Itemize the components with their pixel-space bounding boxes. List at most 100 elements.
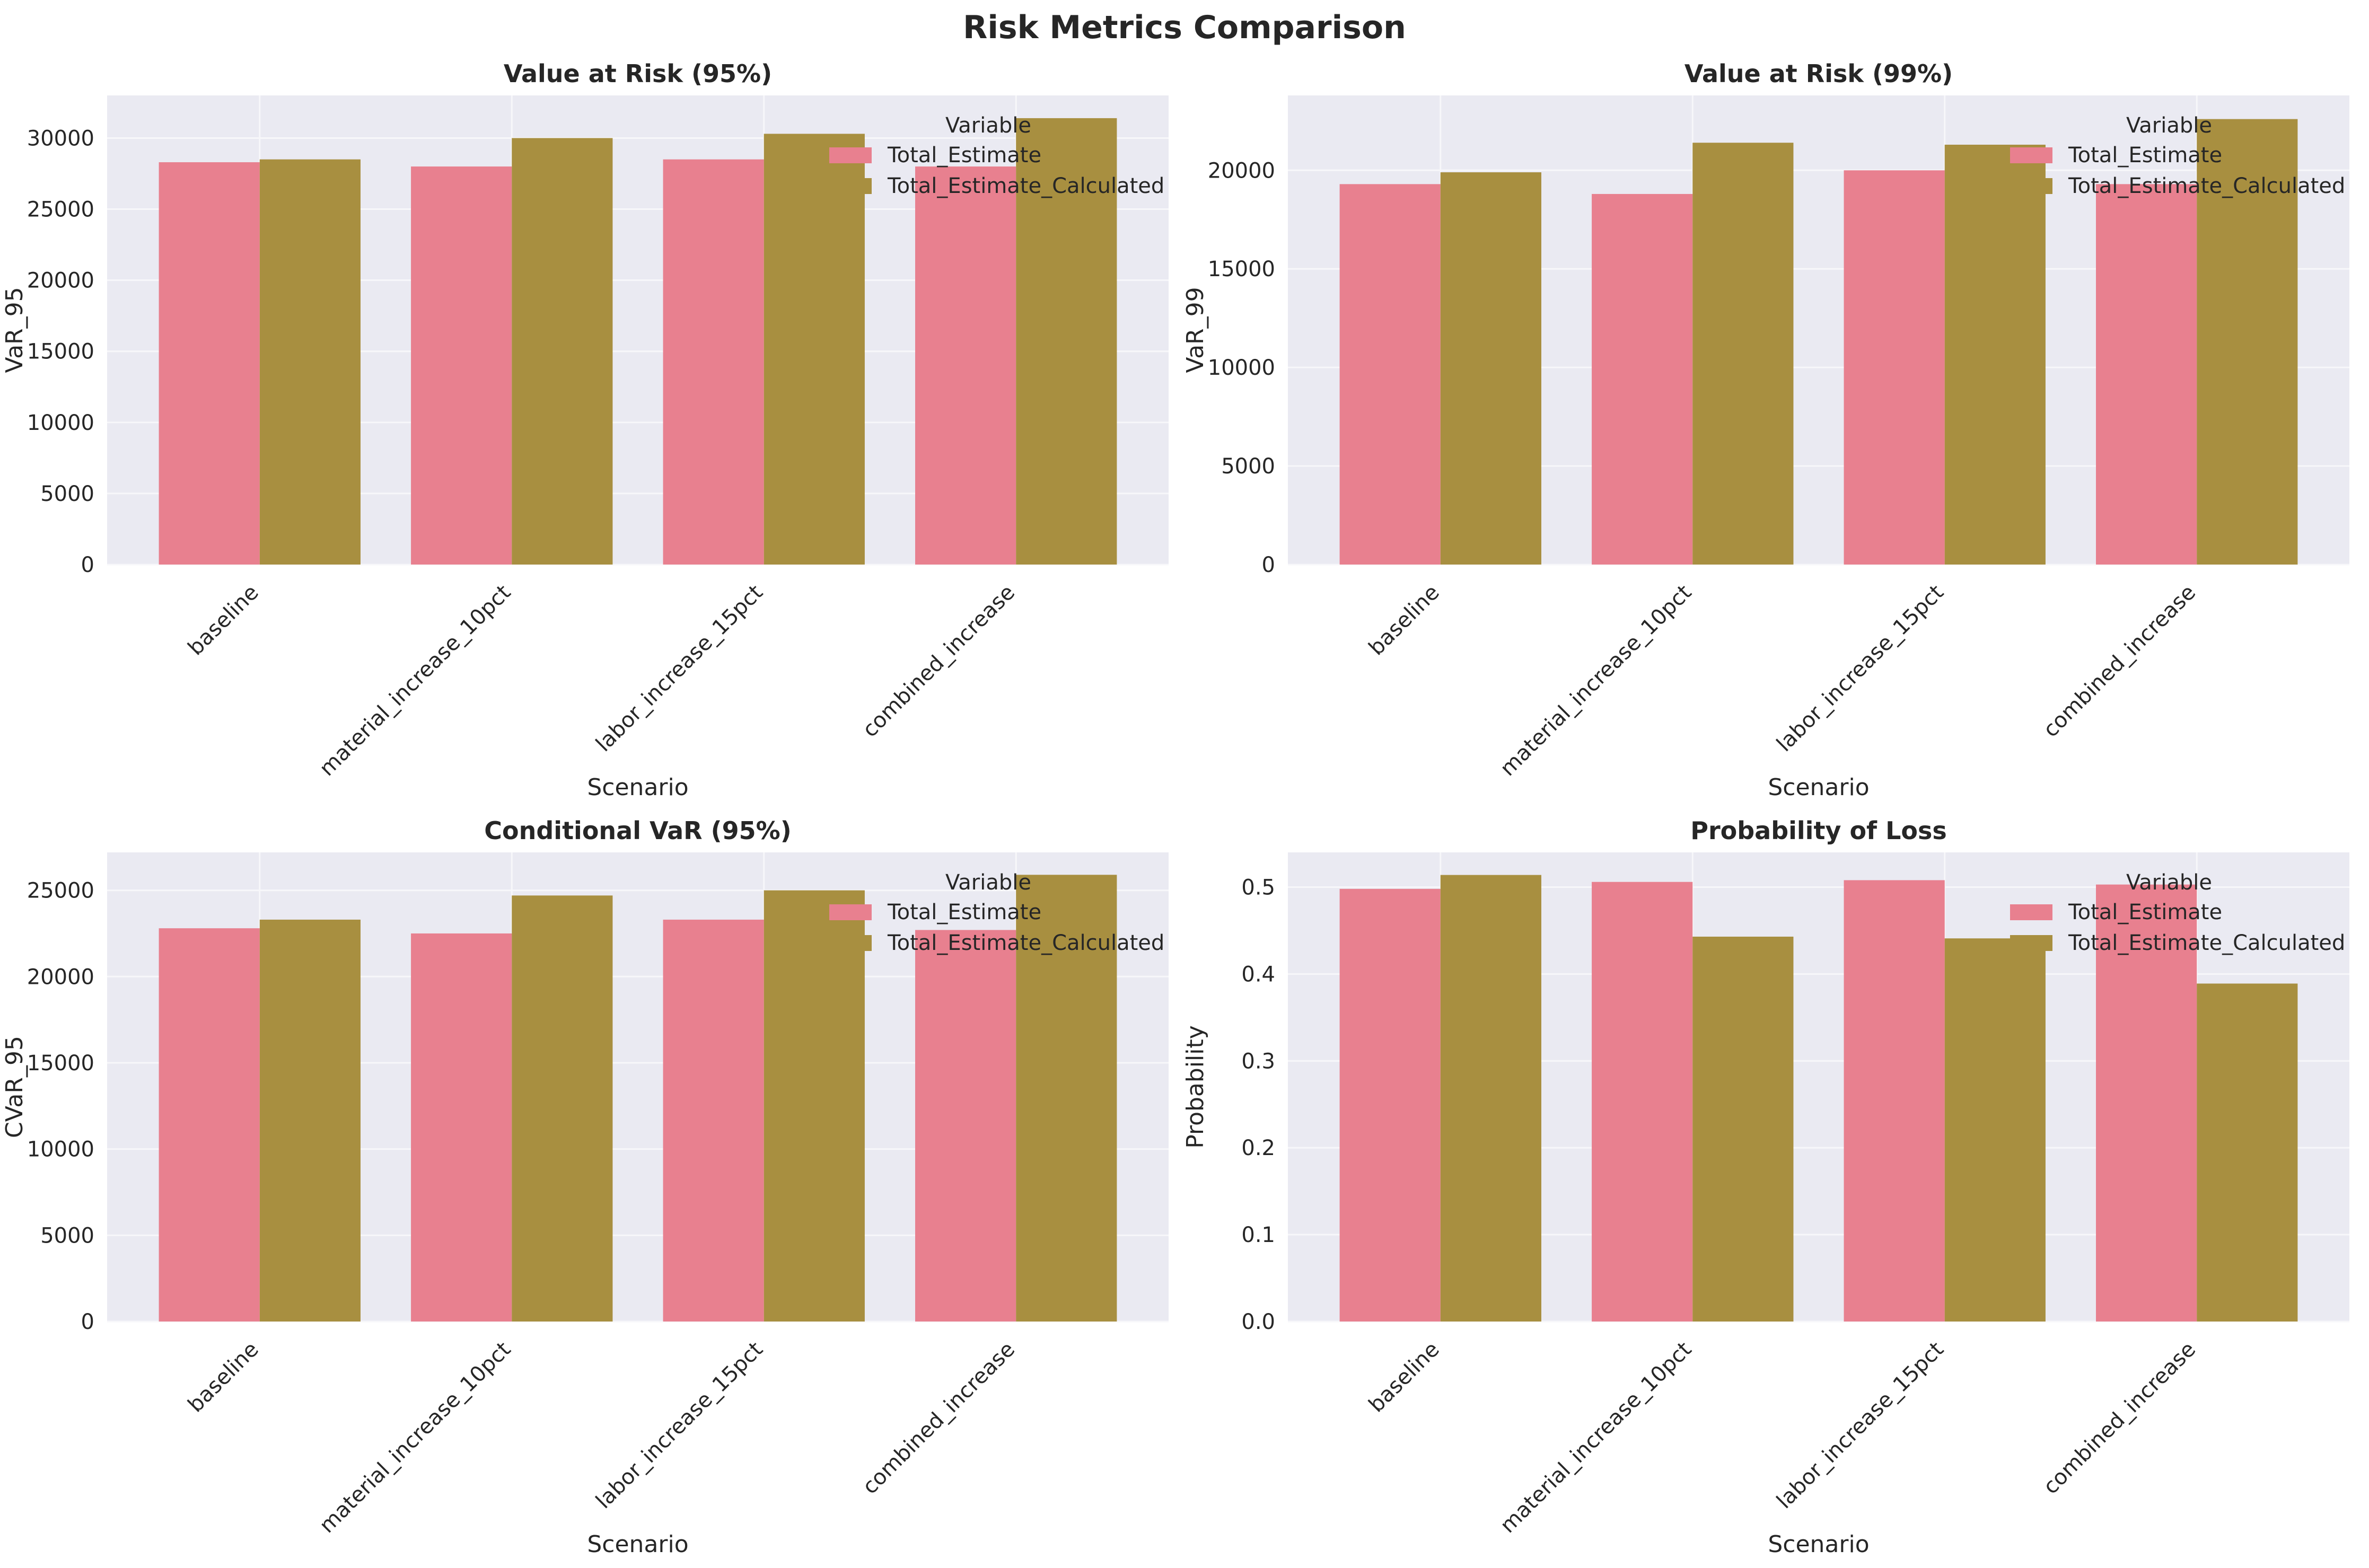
legend: Variable Total_Estimate Total_Estimate_Cal… [829,870,1164,955]
x-axis-label: Scenario [1768,1531,1869,1558]
xtick-label: baseline [1364,1337,1444,1417]
subplot-title: Conditional VaR (95%) [484,816,791,845]
bar-total-estimate-calculated [764,134,865,565]
bar-total-estimate-calculated [2197,119,2298,565]
xtick-label: baseline [1364,580,1444,660]
ytick-label: 15000 [1208,257,1275,281]
xtick-label: material_increase_10pct [315,580,516,781]
ytick-label: 5000 [40,1223,94,1248]
ytick-label: 10000 [1208,356,1275,380]
bar-total-estimate-calculated [1692,936,1794,1322]
y-axis-label: VaR_95 [1,287,28,373]
bar-total-estimate-calculated [512,138,613,565]
bar-total-estimate [663,159,764,565]
x-axis-label: Scenario [1768,774,1869,801]
bar-total-estimate-calculated [512,895,613,1322]
bar-total-estimate-calculated [1944,938,2046,1322]
bar-total-estimate-calculated [1692,143,1794,565]
y-axis-label: CVaR_95 [1,1036,28,1138]
bar-total-estimate [411,933,512,1322]
y-axis-label: VaR_99 [1182,287,1209,373]
bar-total-estimate [1844,880,1945,1322]
ytick-label: 0.1 [1241,1223,1275,1247]
ytick-label: 20000 [27,269,94,293]
subplot-title: Probability of Loss [1690,816,1947,845]
xtick-label: combined_increase [858,580,1020,742]
ytick-label: 0 [81,1310,94,1334]
ytick-label: 0.3 [1241,1049,1275,1073]
bar-total-estimate-calculated [1440,172,1541,565]
bar-total-estimate [1844,170,1945,565]
ytick-label: 20000 [1208,158,1275,183]
xtick-label: combined_increase [2039,1337,2200,1499]
xtick-label: baseline [183,1337,264,1417]
legend-label: Total_Estimate_Calculated [887,174,1164,198]
ytick-label: 25000 [27,198,94,222]
xtick-label: material_increase_10pct [1496,1337,1697,1538]
legend-swatch [829,178,872,194]
ytick-label: 5000 [40,482,94,506]
legend-label: Total_Estimate_Calculated [2068,931,2345,955]
subplot-2: 0 5000 10000 15000 20000 baseline material_inc… [1182,59,2349,801]
xtick-label: combined_increase [858,1337,1020,1499]
bar-total-estimate-calculated [764,890,865,1322]
ytick-label: 25000 [27,879,94,903]
ytick-label: 5000 [1221,454,1275,479]
bar-total-estimate [2096,884,2197,1322]
ytick-label: 0 [81,553,94,577]
legend-swatch [829,147,872,163]
bar-total-estimate [411,166,512,565]
legend-title: Variable [945,870,1031,895]
bar-total-estimate-calculated [259,919,361,1322]
legend-swatch [829,935,872,951]
xtick-label: material_increase_10pct [1496,580,1697,781]
legend-label: Total_Estimate [887,900,1041,924]
ytick-label: 10000 [27,1138,94,1162]
legend-swatch [829,904,872,920]
bar-total-estimate-calculated [1944,144,2046,565]
bar-total-estimate-calculated [259,159,361,565]
subplot-4: 0.0 0.1 0.2 0.3 0.4 0.5 baseline material_incre… [1182,816,2349,1558]
subplot-1: 0 5000 10000 15000 20000 25000 30000 baseline ma… [1,59,1169,801]
legend: Variable Total_Estimate Total_Estimate_Cal… [829,113,1164,198]
legend-label: Total_Estimate_Calculated [887,931,1164,955]
xtick-label: material_increase_10pct [315,1337,516,1538]
ytick-label: 0.5 [1241,876,1275,900]
x-axis-label: Scenario [587,1531,688,1558]
bar-total-estimate [915,930,1016,1322]
legend-swatch [2010,178,2052,194]
legend-label: Total_Estimate [2068,900,2222,924]
ytick-label: 10000 [27,411,94,435]
figure-title: Risk Metrics Comparison [963,9,1406,46]
xtick-label: baseline [183,580,264,660]
bar-total-estimate [663,919,764,1322]
ytick-label: 20000 [27,965,94,989]
legend-swatch [2010,904,2052,920]
xtick-label: labor_increase_15pct [591,1337,768,1514]
ytick-label: 0.2 [1241,1136,1275,1160]
bar-total-estimate [2096,184,2197,565]
ytick-label: 15000 [27,1051,94,1076]
bar-total-estimate [159,928,260,1322]
legend: Variable Total_Estimate Total_Estimate_Cal… [2010,870,2345,955]
subplot-3: 0 5000 10000 15000 20000 25000 baseline materia… [1,816,1169,1558]
bar-total-estimate [1592,193,1693,565]
legend-title: Variable [2126,113,2212,138]
bar-total-estimate [1339,184,1441,565]
ytick-label: 30000 [27,126,94,151]
bar-total-estimate [915,166,1016,565]
ytick-label: 0.4 [1241,962,1275,986]
bar-total-estimate-calculated [2197,983,2298,1322]
legend-label: Total_Estimate_Calculated [2068,174,2345,198]
ytick-label: 15000 [27,340,94,364]
legend-swatch [2010,147,2052,163]
xtick-label: combined_increase [2039,580,2200,742]
legend-title: Variable [945,113,1031,138]
legend-label: Total_Estimate [887,143,1041,168]
x-axis-label: Scenario [587,774,688,801]
bar-total-estimate-calculated [1440,875,1541,1322]
xtick-label: labor_increase_15pct [1772,580,1949,757]
legend-title: Variable [2126,870,2212,895]
